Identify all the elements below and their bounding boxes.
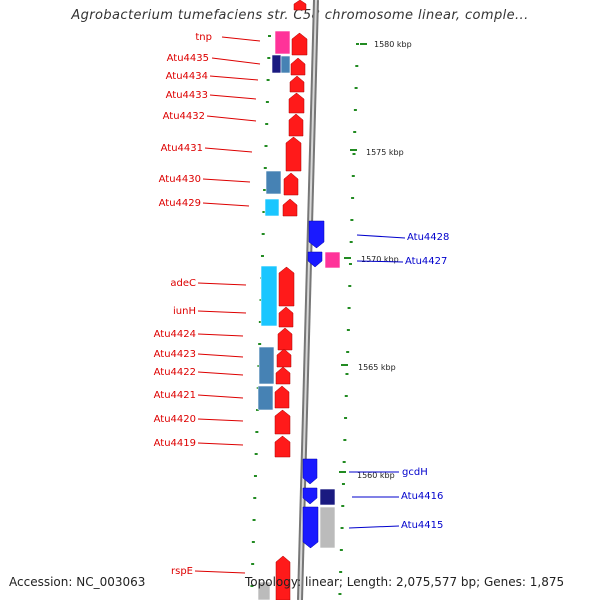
feature-block[interactable]: [264, 198, 280, 217]
reverse-gene[interactable]: [302, 506, 319, 549]
scale-label: 1570 kbp: [361, 255, 399, 264]
forward-gene[interactable]: [278, 266, 295, 307]
gene-leader-line: [197, 394, 244, 399]
forward-gene[interactable]: [274, 435, 291, 458]
forward-gene[interactable]: [278, 306, 294, 328]
forward-gene[interactable]: [282, 198, 298, 217]
forward-gene[interactable]: [277, 327, 293, 351]
gene-leader-line: [348, 525, 400, 529]
gene-label[interactable]: iunH: [173, 306, 196, 317]
gene-label[interactable]: Atu4415: [401, 520, 443, 531]
forward-gene[interactable]: [274, 409, 291, 435]
feature-block[interactable]: [260, 265, 278, 327]
gene-label[interactable]: tnp: [195, 32, 212, 43]
left-gene-labels[interactable]: tnp Atu4435 Atu4434 Atu4433 Atu4432 Atu4431 At…: [154, 32, 261, 577]
forward-gene[interactable]: [275, 555, 291, 600]
forward-gene[interactable]: [293, 0, 307, 11]
gene-leader-line: [356, 234, 406, 239]
gene-leader-line: [197, 442, 244, 446]
gene-leader-line: [197, 282, 247, 286]
gene-label[interactable]: Atu4416: [401, 491, 443, 502]
gene-leader-line: [356, 260, 404, 263]
gene-label[interactable]: Atu4432: [163, 111, 205, 122]
gene-leader-line: [204, 147, 253, 153]
gene-leader-line: [194, 570, 246, 574]
reverse-gene[interactable]: [302, 487, 318, 505]
forward-gene[interactable]: [288, 113, 304, 137]
feature-block[interactable]: [265, 170, 282, 195]
gene-leader-line: [197, 353, 244, 358]
gene-label[interactable]: Atu4422: [154, 367, 196, 378]
gene-label[interactable]: Atu4434: [166, 71, 208, 82]
right-gene-labels[interactable]: Atu4428 Atu4427 gcdH Atu4416 Atu4415: [348, 232, 449, 531]
forward-gene[interactable]: [285, 136, 302, 172]
accession-text: Accession: NC_003063: [9, 575, 146, 589]
gene-label[interactable]: Atu4427: [405, 256, 447, 267]
right-tick-marks: [338, 43, 359, 595]
reverse-gene[interactable]: [302, 458, 318, 485]
forward-gene[interactable]: [288, 92, 305, 114]
scale-label: 1575 kbp: [366, 148, 404, 157]
gene-label[interactable]: Atu4433: [166, 90, 208, 101]
forward-gene[interactable]: [290, 57, 306, 76]
gene-label[interactable]: Atu4423: [154, 349, 196, 360]
scale-label: 1565 kbp: [358, 363, 396, 372]
reverse-gene[interactable]: [308, 220, 325, 249]
gene-label[interactable]: Atu4419: [154, 438, 196, 449]
gene-leader-line: [221, 36, 261, 42]
gene-leader-line: [197, 333, 244, 337]
forward-gene[interactable]: [274, 385, 290, 409]
gene-label[interactable]: Atu4421: [154, 390, 196, 401]
gene-label[interactable]: Atu4429: [159, 198, 201, 209]
feature-block[interactable]: [280, 55, 291, 74]
feature-block[interactable]: [258, 346, 275, 385]
feature-block[interactable]: [257, 581, 271, 600]
feature-block[interactable]: [319, 506, 336, 549]
gene-leader-line: [197, 418, 244, 422]
gene-label[interactable]: Atu4428: [407, 232, 449, 243]
gene-features[interactable]: [257, 0, 341, 600]
scale-label: 1560 kbp: [357, 471, 395, 480]
mobile-element-feature[interactable]: [324, 251, 341, 269]
feature-block[interactable]: [257, 385, 274, 411]
gene-leader-line: [202, 178, 251, 183]
gene-label[interactable]: Atu4424: [154, 329, 196, 340]
gene-leader-line: [197, 310, 247, 314]
genome-backbone-highlight: [299, 0, 317, 600]
scale-label: 1580 kbp: [374, 40, 412, 49]
map-title: Agrobacterium tumefaciens str. C58 chrom…: [71, 8, 529, 23]
mobile-element-feature[interactable]: [274, 30, 291, 55]
feature-block[interactable]: [319, 488, 336, 506]
gene-leader-line: [206, 115, 257, 122]
gene-leader-line: [209, 94, 257, 100]
gene-leader-line: [211, 57, 261, 65]
gene-label[interactable]: rspE: [171, 566, 193, 577]
forward-gene[interactable]: [283, 172, 299, 196]
forward-gene[interactable]: [291, 32, 308, 56]
gene-label[interactable]: Atu4420: [154, 414, 196, 425]
gene-label[interactable]: gcdH: [402, 467, 428, 478]
forward-gene[interactable]: [275, 366, 291, 385]
topology-text: Topology: linear; Length: 2,075,577 bp; …: [245, 575, 565, 589]
gene-leader-line: [202, 202, 250, 207]
feature-block[interactable]: [271, 54, 282, 74]
gene-label[interactable]: Atu4435: [167, 53, 209, 64]
reverse-gene[interactable]: [307, 251, 323, 268]
gene-leader-line: [197, 371, 244, 376]
scale-labels: 1580 kbp 1575 kbp 1570 kbp 1565 kbp 1560 kbp: [339, 40, 412, 480]
forward-gene[interactable]: [289, 75, 305, 93]
gene-leader-line: [209, 75, 259, 81]
gene-label[interactable]: Atu4431: [161, 143, 203, 154]
gene-label[interactable]: Atu4430: [159, 174, 201, 185]
forward-gene[interactable]: [276, 348, 292, 368]
gene-label[interactable]: adeC: [170, 278, 196, 289]
